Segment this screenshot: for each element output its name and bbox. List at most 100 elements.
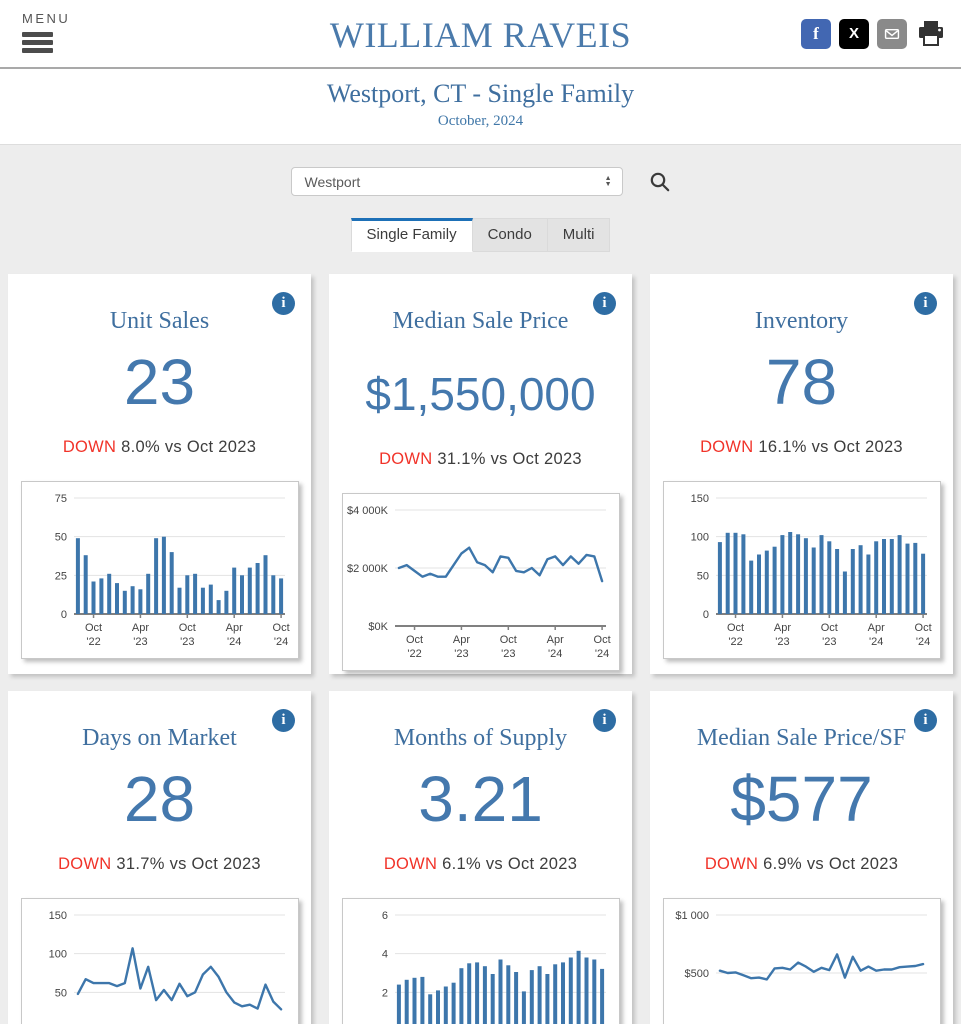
- tab-condo[interactable]: Condo: [472, 218, 548, 252]
- hamburger-icon: [22, 29, 53, 56]
- change-direction: DOWN: [383, 855, 438, 874]
- mini-chart: 0 25 50 75 Oct '22 Apr '23 Oct '23 Apr '24 Oct '24: [20, 481, 299, 660]
- change-detail: 16.1% vs Oct 2023: [753, 438, 903, 457]
- change-text: DOWN 8.0% vs Oct 2023: [63, 438, 256, 457]
- location-select[interactable]: Westport ▲ ▼: [290, 167, 623, 196]
- change-direction: DOWN: [700, 438, 754, 457]
- info-icon[interactable]: i: [593, 709, 616, 732]
- svg-text:Apr: Apr: [867, 622, 884, 634]
- x-share-button[interactable]: X: [839, 18, 869, 49]
- svg-text:Oct: Oct: [499, 634, 516, 646]
- page-title: Westport, CT - Single Family: [326, 79, 635, 108]
- william-raveis-logo: WILLIAM RAVEIS: [329, 15, 632, 55]
- change-detail: 6.1% vs Oct 2023: [437, 855, 578, 874]
- info-icon[interactable]: i: [272, 709, 295, 732]
- svg-text:'22: '22: [407, 648, 421, 660]
- svg-text:6: 6: [381, 910, 387, 922]
- top-bar: MENU WILLIAM RAVEIS f X: [0, 0, 961, 69]
- svg-text:0: 0: [702, 609, 708, 621]
- svg-text:Oct: Oct: [84, 622, 101, 634]
- change-detail: 31.1% vs Oct 2023: [432, 449, 582, 468]
- metric-value: 78: [765, 346, 838, 418]
- svg-text:$500: $500: [684, 968, 708, 980]
- metric-value: $1,550,000: [365, 368, 596, 420]
- svg-text:Apr: Apr: [773, 622, 790, 634]
- svg-text:$2 000K: $2 000K: [347, 563, 389, 575]
- select-arrows-icon: ▲ ▼: [604, 174, 612, 188]
- svg-text:'24: '24: [869, 636, 883, 648]
- svg-text:0: 0: [60, 609, 66, 621]
- svg-text:2: 2: [381, 988, 387, 1000]
- email-share-button[interactable]: [877, 18, 907, 49]
- change-detail: 6.9% vs Oct 2023: [758, 855, 899, 874]
- menu-label: MENU: [22, 11, 71, 26]
- svg-text:$4 000K: $4 000K: [347, 505, 389, 517]
- svg-text:150: 150: [690, 493, 708, 505]
- metric-value: 28: [123, 763, 196, 835]
- change-text: DOWN 6.9% vs Oct 2023: [705, 855, 898, 874]
- card-title: Days on Market: [82, 725, 237, 751]
- page-title-section: Westport, CT - Single Family October, 20…: [0, 69, 961, 145]
- change-detail: 31.7% vs Oct 2023: [111, 855, 261, 874]
- svg-text:75: 75: [54, 493, 66, 505]
- change-direction: DOWN: [58, 855, 112, 874]
- svg-text:100: 100: [690, 532, 708, 544]
- info-icon[interactable]: i: [593, 292, 616, 315]
- change-direction: DOWN: [379, 449, 433, 468]
- svg-text:Apr: Apr: [225, 622, 242, 634]
- svg-text:4: 4: [381, 949, 387, 961]
- svg-text:Oct: Oct: [405, 634, 422, 646]
- svg-text:'24: '24: [227, 636, 241, 648]
- svg-text:50: 50: [54, 988, 66, 1000]
- printer-icon: [919, 20, 943, 46]
- tab-multi[interactable]: Multi: [547, 218, 611, 252]
- svg-text:Oct: Oct: [178, 622, 195, 634]
- info-icon[interactable]: i: [272, 292, 295, 315]
- controls: Westport ▲ ▼ Single Family Condo Multi: [0, 145, 961, 252]
- change-direction: DOWN: [704, 855, 759, 874]
- card-median-sale-price: i Median Sale Price $1,550,000 DOWN 31.1…: [329, 274, 632, 674]
- change-text: DOWN 6.1% vs Oct 2023: [384, 855, 577, 874]
- change-direction: DOWN: [62, 438, 117, 457]
- svg-text:25: 25: [54, 571, 66, 583]
- mini-chart: $0K $2 000K $4 000K Oct '22 Apr '23 Oct '23 Apr '2…: [341, 492, 620, 671]
- svg-text:'23: '23: [501, 648, 515, 660]
- svg-text:50: 50: [54, 532, 66, 544]
- info-icon[interactable]: i: [914, 292, 937, 315]
- card-median-sale-price-sf: i Median Sale Price/SF $577 DOWN 6.9% vs…: [650, 691, 953, 1024]
- svg-text:Apr: Apr: [546, 634, 563, 646]
- facebook-share-button[interactable]: f: [801, 18, 831, 49]
- metric-value: 23: [123, 346, 196, 418]
- info-icon[interactable]: i: [914, 709, 937, 732]
- mini-chart: $0$500$1 000Oct'22Apr'23Oct'23Apr'24Oct'…: [662, 898, 941, 1024]
- envelope-icon: [884, 28, 900, 39]
- svg-text:$0K: $0K: [368, 621, 388, 633]
- metric-value: $577: [730, 763, 873, 835]
- change-text: DOWN 31.1% vs Oct 2023: [379, 450, 582, 469]
- svg-text:'22: '22: [86, 636, 100, 648]
- svg-text:'22: '22: [728, 636, 742, 648]
- svg-text:'23: '23: [822, 636, 836, 648]
- svg-text:'24: '24: [548, 648, 562, 660]
- tab-single-family[interactable]: Single Family: [350, 218, 473, 252]
- svg-text:Oct: Oct: [593, 634, 610, 646]
- property-type-tabs: Single Family Condo Multi: [0, 218, 961, 252]
- svg-text:'23: '23: [775, 636, 789, 648]
- svg-text:'23: '23: [454, 648, 468, 660]
- card-days-on-market: i Days on Market 28 DOWN 31.7% vs Oct 20…: [8, 691, 311, 1024]
- menu-button[interactable]: MENU: [14, 11, 104, 56]
- card-months-of-supply: i Months of Supply 3.21 DOWN 6.1% vs Oct…: [329, 691, 632, 1024]
- svg-text:Oct: Oct: [820, 622, 837, 634]
- card-title: Unit Sales: [109, 308, 210, 334]
- svg-text:150: 150: [48, 910, 66, 922]
- search-button[interactable]: [649, 171, 671, 193]
- svg-text:Oct: Oct: [914, 622, 931, 634]
- card-title: Median Sale Price: [392, 308, 569, 334]
- card-unit-sales: i Unit Sales 23 DOWN 8.0% vs Oct 2023 0 2…: [8, 274, 311, 674]
- svg-text:'23: '23: [133, 636, 147, 648]
- svg-text:50: 50: [696, 571, 708, 583]
- print-button[interactable]: [915, 19, 947, 49]
